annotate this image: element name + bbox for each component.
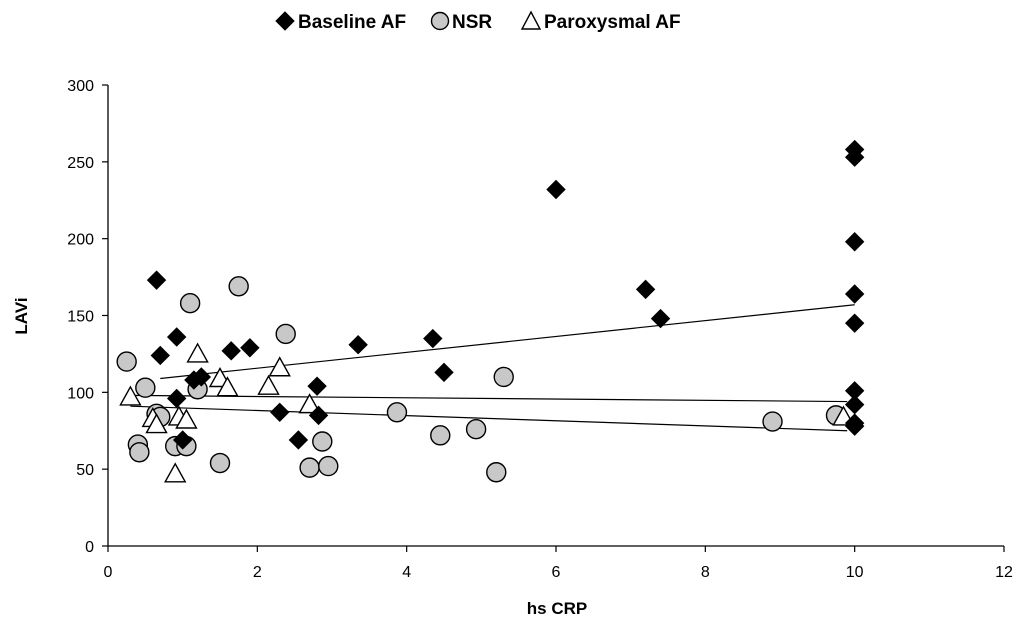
- legend-marker-paroxysmal-af: [520, 10, 542, 30]
- legend-label-paroxysmal-af: Paroxysmal AF: [544, 12, 681, 33]
- legend-item-paroxysmal-af: Paroxysmal AF: [520, 10, 681, 33]
- data-point-baseline-af: [172, 430, 193, 450]
- data-point-baseline-af: [650, 308, 671, 329]
- data-point-baseline-af: [221, 341, 241, 361]
- legend-marker-nsr: [430, 11, 450, 31]
- data-point-baseline-af: [844, 232, 865, 252]
- data-point-nsr: [135, 377, 156, 398]
- data-point-paroxysmal-af: [164, 462, 187, 483]
- y-tick-label: 0: [85, 539, 94, 556]
- data-point-baseline-af: [166, 327, 187, 347]
- tick-labels: 0 50 100 150 200 250 300 0 2 4 6 8 10 12: [67, 78, 1013, 581]
- series-baseline-af: [146, 139, 865, 450]
- data-point-baseline-af: [270, 402, 290, 423]
- x-tick-label: 6: [552, 564, 561, 581]
- x-axis-title: hs CRP: [527, 599, 587, 618]
- data-point-paroxysmal-af: [268, 356, 291, 377]
- trendline-baseline-af: [160, 304, 855, 380]
- data-point-paroxysmal-af: [145, 413, 168, 434]
- axes: [102, 84, 1005, 552]
- data-points: [116, 139, 865, 483]
- x-tick-label: 12: [995, 564, 1013, 581]
- data-point-paroxysmal-af: [216, 376, 239, 397]
- data-point-nsr: [493, 366, 514, 388]
- trendline-nsr: [130, 394, 848, 403]
- y-tick-label: 50: [76, 462, 94, 479]
- data-point-nsr: [486, 462, 507, 483]
- data-point-baseline-af: [844, 284, 865, 304]
- data-point-baseline-af: [844, 313, 865, 333]
- data-point-baseline-af: [635, 279, 656, 300]
- data-point-baseline-af: [166, 388, 187, 409]
- data-point-baseline-af: [844, 394, 865, 415]
- legend: Baseline AF NSR Paroxysmal AF: [275, 10, 681, 33]
- trendline-paroxysmal-af: [130, 405, 848, 432]
- data-point-baseline-af: [308, 405, 329, 426]
- data-point-baseline-af: [546, 179, 566, 200]
- data-point-nsr: [228, 276, 249, 297]
- data-point-nsr: [312, 431, 333, 452]
- data-point-nsr: [179, 293, 201, 314]
- data-point-nsr: [209, 452, 231, 474]
- x-tick-label: 0: [104, 564, 113, 581]
- data-point-baseline-af: [288, 430, 309, 450]
- legend-label-nsr: NSR: [452, 12, 492, 33]
- data-point-baseline-af: [307, 376, 327, 396]
- data-point-baseline-af: [191, 367, 212, 387]
- x-tick-label: 2: [253, 564, 262, 581]
- data-point-baseline-af: [423, 328, 443, 349]
- data-point-paroxysmal-af: [257, 374, 280, 395]
- legend-item-baseline-af: Baseline AF: [275, 11, 406, 33]
- legend-item-nsr: NSR: [430, 11, 492, 33]
- data-point-nsr: [275, 323, 296, 345]
- data-point-nsr: [430, 425, 451, 446]
- data-point-nsr: [762, 411, 783, 432]
- x-tick-label: 10: [846, 564, 864, 581]
- legend-marker-baseline-af: [275, 11, 295, 31]
- data-point-paroxysmal-af: [298, 393, 321, 414]
- data-point-nsr: [318, 455, 339, 477]
- x-tick-label: 4: [402, 564, 411, 581]
- data-point-baseline-af: [348, 334, 368, 355]
- data-point-baseline-af: [844, 416, 865, 436]
- data-point-paroxysmal-af: [119, 385, 142, 406]
- data-point-baseline-af: [150, 345, 170, 366]
- data-point-paroxysmal-af: [175, 408, 198, 429]
- trendlines: [130, 304, 855, 432]
- y-axis-title: LAVi: [12, 297, 31, 334]
- data-point-nsr: [116, 351, 137, 372]
- y-tick-label: 150: [67, 309, 94, 326]
- legend-label-baseline-af: Baseline AF: [298, 12, 406, 33]
- data-point-baseline-af: [844, 147, 865, 167]
- data-point-nsr: [386, 402, 408, 423]
- data-point-nsr: [465, 419, 487, 440]
- x-tick-label: 8: [701, 564, 710, 581]
- data-point-nsr: [129, 442, 150, 463]
- data-point-nsr: [299, 457, 320, 478]
- data-point-baseline-af: [146, 270, 167, 290]
- y-tick-label: 200: [67, 232, 94, 249]
- series-paroxysmal-af: [119, 342, 855, 483]
- y-tick-label: 100: [67, 385, 94, 402]
- y-tick-label: 250: [67, 155, 94, 172]
- data-point-paroxysmal-af: [186, 342, 209, 363]
- y-tick-label: 300: [67, 78, 94, 95]
- data-point-baseline-af: [434, 362, 454, 383]
- data-point-baseline-af: [240, 338, 260, 358]
